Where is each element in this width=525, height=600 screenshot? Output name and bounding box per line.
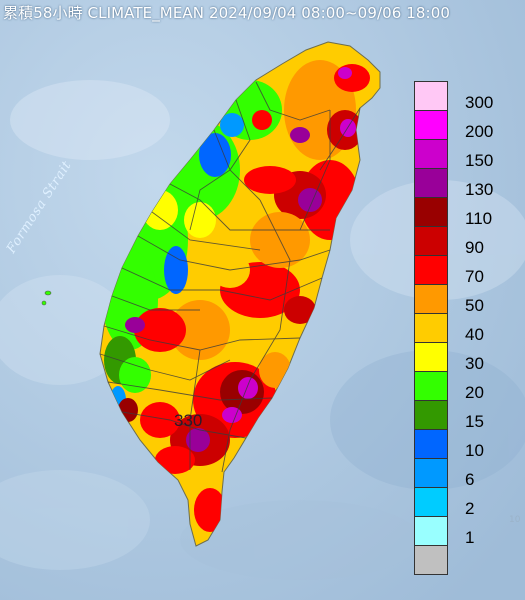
legend-level-label: 1 [465, 528, 475, 547]
legend-level-label: 40 [465, 325, 484, 344]
legend-level-label: 300 [465, 93, 494, 112]
legend-level-label: 15 [465, 412, 484, 431]
legend-swatch [414, 342, 448, 372]
map-title: 累積58小時 CLIMATE_MEAN 2024/09/04 08:00~09/… [3, 4, 450, 22]
legend-level-label: 110 [465, 209, 493, 228]
legend-swatch [414, 168, 448, 198]
island [99, 41, 381, 547]
legend-swatch [414, 284, 448, 314]
legend-swatch [414, 487, 448, 517]
legend-swatch [414, 429, 448, 459]
legend-level-label: 2 [465, 499, 475, 518]
legend-swatch [414, 81, 448, 111]
boundary-lines [99, 81, 361, 473]
legend-swatch [414, 313, 448, 343]
legend-swatch [414, 516, 448, 546]
legend-level-label: 10 [465, 441, 484, 460]
legend-swatch [414, 110, 448, 140]
legend-swatch [414, 400, 448, 430]
offshore-islets [41, 290, 52, 306]
legend-swatch [414, 255, 448, 285]
legend-swatch [414, 226, 448, 256]
legend-swatch [414, 371, 448, 401]
sea-texture [0, 80, 525, 580]
legend-level-label: 90 [465, 238, 484, 257]
legend-swatch [414, 139, 448, 169]
edge-mark-label: 10 [509, 515, 521, 525]
max-rainfall-label: 330 [174, 411, 203, 430]
legend-swatch [414, 545, 448, 575]
legend-level-label: 200 [465, 122, 494, 141]
legend-level-label: 20 [465, 383, 484, 402]
legend-swatch [414, 197, 448, 227]
legend-level-label: 6 [465, 470, 475, 489]
legend-level-label: 150 [465, 151, 494, 170]
legend-level-label: 70 [465, 267, 484, 286]
legend-level-label: 50 [465, 296, 484, 315]
legend-swatch [414, 458, 448, 488]
legend-level-label: 30 [465, 354, 484, 373]
legend-level-label: 130 [465, 180, 494, 199]
